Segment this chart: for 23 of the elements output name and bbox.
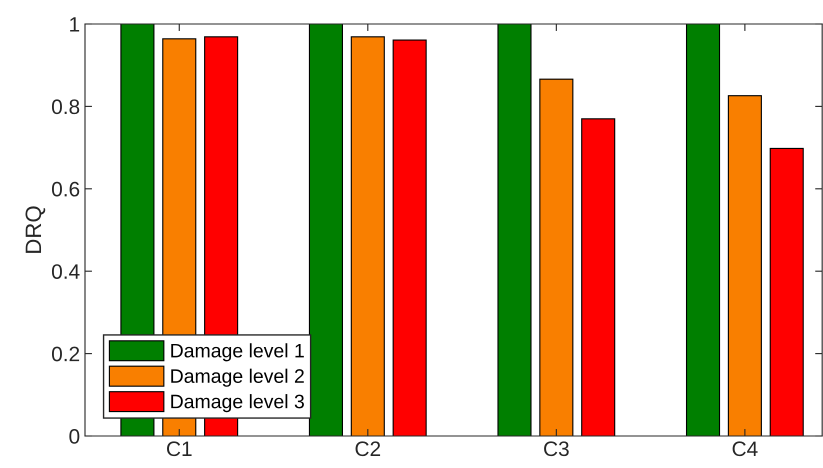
bar (308, 24, 343, 436)
bar (497, 24, 532, 436)
y-tick-label: 1 (70, 17, 80, 32)
x-tick-label: C2 (356, 441, 380, 456)
bar (728, 95, 762, 436)
y-axis-title: DRQ (25, 206, 46, 253)
x-tick-label: C3 (544, 441, 569, 456)
y-tick-label: 0 (69, 429, 80, 444)
x-tick-label: C1 (167, 441, 192, 456)
bar (770, 148, 804, 436)
y-tick-label: 0.8 (52, 99, 80, 114)
legend-label: Damage level 1 (171, 343, 304, 362)
y-tick-label: 0.2 (52, 346, 80, 362)
bar (539, 78, 574, 436)
bar (392, 40, 427, 436)
legend-label: Damage level 3 (171, 394, 304, 412)
y-tick-label: 0.4 (52, 264, 80, 279)
bar (686, 24, 720, 436)
bar (581, 118, 616, 436)
legend-label: Damage level 2 (171, 368, 304, 387)
x-tick-label: C4 (732, 441, 758, 456)
bar (350, 36, 385, 436)
y-tick-label: 0.6 (52, 182, 80, 197)
